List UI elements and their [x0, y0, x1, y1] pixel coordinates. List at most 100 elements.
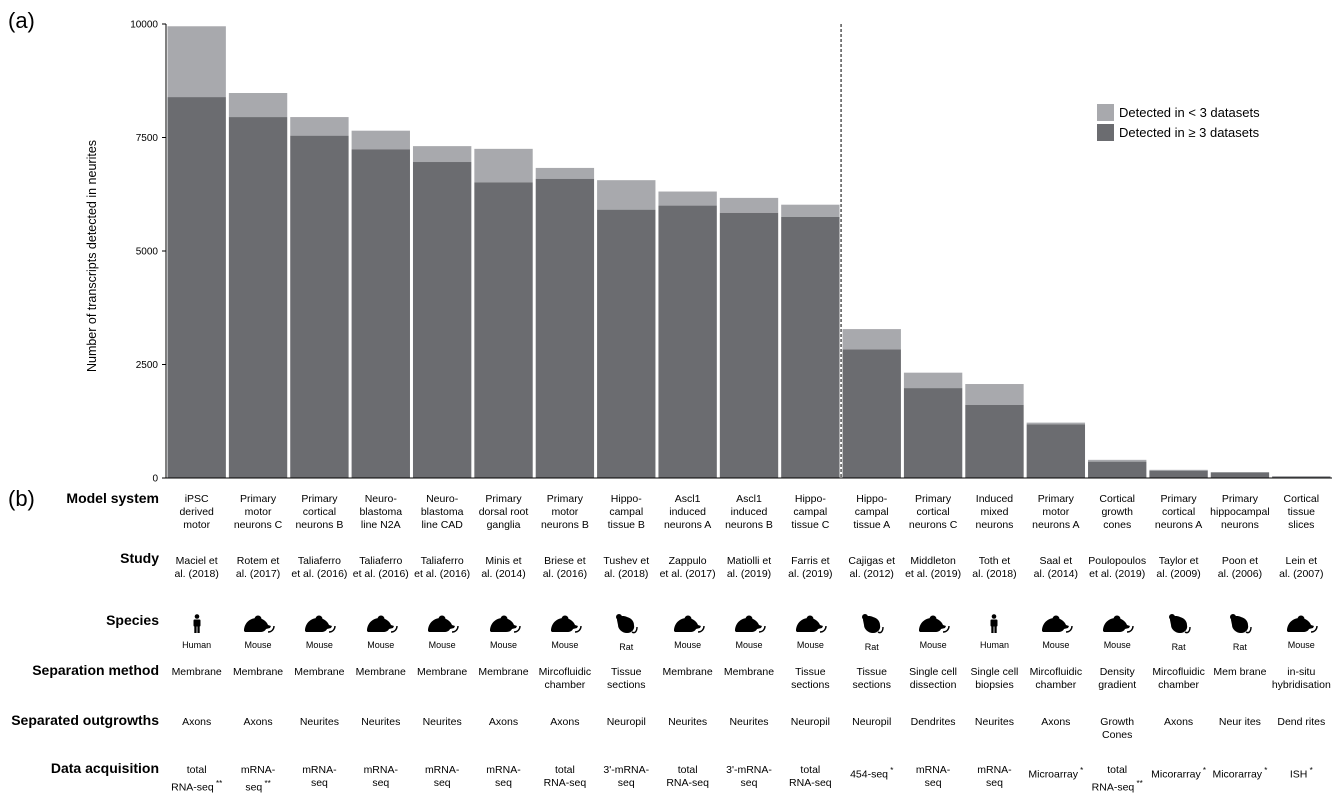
bar-ge3-datasets	[597, 210, 655, 478]
separated-outgrowths-text: Neuropil	[607, 716, 646, 728]
separated-outgrowths-text: Neurites	[361, 716, 400, 728]
study-text: Briese et al. (2016)	[543, 555, 587, 580]
species-row-label: Species	[106, 612, 159, 628]
species-label: Rat	[1210, 641, 1270, 654]
mouse-icon	[780, 614, 840, 638]
bar-lt3-datasets	[290, 117, 348, 136]
study-text: Saal et al. (2014)	[1034, 555, 1078, 580]
legend-label-ge3: Detected in ≥ 3 datasets	[1119, 125, 1260, 140]
bar-ge3-datasets	[168, 97, 226, 478]
species-cell: Mouse	[228, 614, 288, 652]
data-acquisition-text: 454-seq	[850, 769, 888, 781]
separated-outgrowths-cell: Axons	[474, 716, 534, 729]
data-acquisition-text: Microarray	[1028, 769, 1078, 781]
human-icon	[964, 614, 1024, 638]
separated-outgrowths-cell: Neurites	[658, 716, 718, 729]
separated-outgrowths-cell: Neurites	[964, 716, 1024, 729]
separation-method-text: Membrane	[417, 666, 467, 678]
data-acquisition-mark: **	[214, 779, 222, 788]
separated-outgrowths-text: Neurites	[423, 716, 462, 728]
model-system-cell: Primary cortical neurons A	[1149, 493, 1209, 532]
data-acquisition-text: Micorarray	[1151, 769, 1201, 781]
study-text: Middleton et al. (2019)	[905, 555, 961, 580]
bar-ge3-datasets	[781, 217, 839, 478]
data-acquisition-mark: *	[1262, 766, 1267, 775]
separated-outgrowths-cell: Neurites	[412, 716, 472, 729]
study-text: Tushev et al. (2018)	[603, 555, 649, 580]
separated-outgrowths-text: Neur ites	[1219, 716, 1261, 728]
model-system-text: Neuro- blastoma line N2A	[359, 493, 402, 531]
species-label: Mouse	[351, 639, 411, 652]
species-label: Human	[167, 639, 227, 652]
model-system-cell: Cortical tissue slices	[1271, 493, 1331, 532]
mouse-icon	[1026, 614, 1086, 638]
data-acquisition-text: mRNA- seq	[916, 764, 950, 789]
separation-method-cell: Membrane	[474, 666, 534, 679]
model-system-cell: Primary motor neurons A	[1026, 493, 1086, 532]
separation-method-row-label: Separation method	[32, 662, 159, 678]
separation-method-cell: Mircofluidic chamber	[535, 666, 595, 692]
data-acquisition-cell: 3'-mRNA- seq	[596, 764, 656, 790]
study-cell: Minis et al. (2014)	[474, 555, 534, 581]
data-acquisition-cell: mRNA- seq **	[228, 764, 288, 795]
model-system-cell: Hippo- campal tissue C	[780, 493, 840, 532]
study-text: Poulopoulos et al. (2019)	[1088, 555, 1146, 580]
model-system-text: Ascl1 induced neurons B	[725, 493, 773, 531]
study-text: Rotem et al. (2017)	[236, 555, 280, 580]
separation-method-text: Membrane	[294, 666, 344, 678]
species-cell: Mouse	[289, 614, 349, 652]
separated-outgrowths-cell: Axons	[167, 716, 227, 729]
data-acquisition-cell: mRNA- seq	[474, 764, 534, 790]
separated-outgrowths-cell: Neur ites	[1210, 716, 1270, 729]
separation-method-text: Membrane	[478, 666, 528, 678]
separated-outgrowths-cell: Axons	[1149, 716, 1209, 729]
data-acquisition-cell: total RNA-seq **	[1087, 764, 1147, 795]
study-cell: Taliaferro et al. (2016)	[351, 555, 411, 581]
data-acquisition-cell: mRNA- seq	[903, 764, 963, 790]
separated-outgrowths-text: Dend rites	[1277, 716, 1325, 728]
bar-lt3-datasets	[168, 26, 226, 97]
data-acquisition-text: ISH	[1290, 769, 1308, 781]
bar-lt3-datasets	[720, 198, 778, 213]
species-cell: Mouse	[658, 614, 718, 652]
study-text: Poon et al. (2006)	[1218, 555, 1262, 580]
separation-method-text: Density gradient	[1098, 666, 1136, 691]
model-system-cell: Primary motor neurons C	[228, 493, 288, 532]
study-cell: Toth et al. (2018)	[964, 555, 1024, 581]
study-text: Minis et al. (2014)	[481, 555, 525, 580]
separation-method-text: Single cell biopsies	[971, 666, 1019, 691]
separation-method-cell: Density gradient	[1087, 666, 1147, 692]
data-acquisition-cell: total RNA-seq	[535, 764, 595, 790]
species-cell: Mouse	[780, 614, 840, 652]
model-system-cell: Hippo- campal tissue A	[842, 493, 902, 532]
separation-method-cell: Membrane	[228, 666, 288, 679]
separation-method-text: Membrane	[724, 666, 774, 678]
data-acquisition-mark: *	[1307, 766, 1312, 775]
y-tick-label: 2500	[136, 360, 159, 371]
separation-method-text: Tissue sections	[791, 666, 830, 691]
study-row-label: Study	[120, 550, 159, 566]
data-acquisition-text: total RNA-seq	[666, 764, 709, 789]
bar-ge3-datasets	[965, 405, 1023, 478]
rat-icon	[1210, 614, 1270, 640]
separated-outgrowths-cell: Neuropil	[842, 716, 902, 729]
species-cell: Mouse	[474, 614, 534, 652]
mouse-icon	[1087, 614, 1147, 638]
separation-method-cell: Single cell biopsies	[964, 666, 1024, 692]
study-cell: Middleton et al. (2019)	[903, 555, 963, 581]
study-cell: Rotem et al. (2017)	[228, 555, 288, 581]
separated-outgrowths-text: Neuropil	[852, 716, 891, 728]
human-icon	[167, 614, 227, 638]
study-text: Zappulo et al. (2017)	[660, 555, 716, 580]
species-cell: Mouse	[1271, 614, 1331, 652]
study-cell: Briese et al. (2016)	[535, 555, 595, 581]
bar-lt3-datasets	[352, 131, 410, 150]
separated-outgrowths-cell: Neuropil	[780, 716, 840, 729]
model-system-text: Hippo- campal tissue A	[853, 493, 890, 531]
species-cell: Mouse	[1026, 614, 1086, 652]
species-label: Human	[964, 639, 1024, 652]
data-acquisition-text: mRNA- seq	[302, 764, 336, 789]
species-cell: Mouse	[1087, 614, 1147, 652]
legend-swatch-ge3	[1097, 124, 1114, 141]
model-system-text: Primary dorsal root ganglia	[479, 493, 529, 531]
